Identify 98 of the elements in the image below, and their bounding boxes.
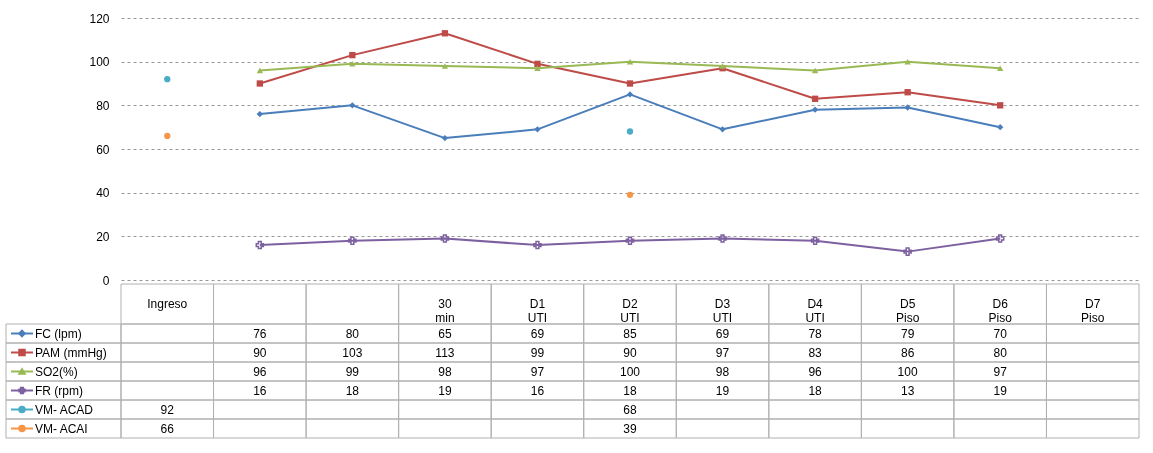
point <box>256 110 263 118</box>
data-label: 19 <box>993 383 1008 398</box>
y-tick-label: 0 <box>102 273 110 288</box>
data-label: 90 <box>253 345 267 360</box>
point <box>997 124 1004 131</box>
legend-label: VM- ACAI <box>35 421 88 436</box>
point <box>811 95 819 102</box>
point <box>349 51 356 59</box>
data-label: 98 <box>438 364 452 379</box>
point <box>997 102 1004 109</box>
legend-label: FR (rpm) <box>35 383 83 398</box>
data-label: 70 <box>993 326 1008 341</box>
point <box>995 234 1005 243</box>
point <box>349 61 356 67</box>
x-tick-label: D4 UTI <box>805 297 825 325</box>
data-label: 100 <box>897 364 918 379</box>
data-label: 86 <box>900 345 915 360</box>
point <box>904 104 911 111</box>
data-label: 80 <box>345 326 360 341</box>
y-tick-label: 80 <box>96 98 110 113</box>
data-label: 90 <box>623 345 637 360</box>
data-label: 18 <box>808 383 823 398</box>
data-label: 69 <box>530 326 545 341</box>
x-tick-label: D3 UTI <box>712 297 733 325</box>
point <box>441 30 449 37</box>
x-tick-label: Ingreso <box>147 297 188 311</box>
point <box>441 134 449 142</box>
point <box>997 65 1004 71</box>
point <box>534 65 541 71</box>
point <box>348 236 357 245</box>
data-label: 100 <box>619 364 641 379</box>
x-tick-label: D6 Piso <box>988 297 1013 325</box>
point <box>441 63 449 69</box>
point <box>164 75 171 83</box>
point <box>533 240 542 250</box>
point <box>811 106 819 113</box>
point <box>626 128 634 135</box>
y-tick-label: 40 <box>96 186 110 201</box>
data-label: 16 <box>530 383 545 398</box>
legend-label: FC (lpm) <box>35 326 82 341</box>
y-tick-label: 20 <box>96 229 110 244</box>
x-tick-label: D1 UTI <box>527 297 548 325</box>
data-label: 103 <box>342 345 363 360</box>
point <box>256 67 263 74</box>
data-label: 79 <box>900 326 915 341</box>
point <box>810 236 820 245</box>
data-label: 78 <box>808 326 823 341</box>
point <box>534 126 541 133</box>
point <box>440 234 450 243</box>
point <box>626 91 634 98</box>
data-label: 65 <box>438 326 452 341</box>
point <box>349 102 356 109</box>
data-label: 66 <box>160 421 175 436</box>
point <box>718 234 727 243</box>
legend-label: VM- ACAD <box>35 402 94 417</box>
data-label: 97 <box>993 364 1008 379</box>
data-label: 80 <box>993 345 1008 360</box>
point <box>534 60 541 68</box>
point <box>255 240 265 250</box>
legend-label: PAM (mmHg) <box>35 345 107 360</box>
x-tick-label: D7 Piso <box>1081 297 1105 325</box>
x-tick-label: 30 min <box>435 297 455 325</box>
data-label: 98 <box>715 364 730 379</box>
data-label: 18 <box>345 383 360 398</box>
data-label: 113 <box>435 345 455 360</box>
data-label: 97 <box>530 364 545 379</box>
point <box>903 247 912 256</box>
data-label: 39 <box>623 421 637 436</box>
legend-label: SO2(%) <box>35 364 78 379</box>
point <box>626 191 634 199</box>
point <box>626 80 634 87</box>
point <box>164 132 171 140</box>
x-tick-label: D5 Piso <box>895 297 920 325</box>
data-label: 19 <box>715 383 730 398</box>
data-label: 96 <box>808 364 823 379</box>
data-label: 76 <box>253 326 267 341</box>
x-tick-label: D2 UTI <box>620 297 640 325</box>
point <box>811 67 819 74</box>
y-tick-label: 120 <box>89 11 110 26</box>
y-tick-label: 100 <box>89 55 110 70</box>
point <box>719 126 726 133</box>
data-label: 85 <box>623 326 637 341</box>
y-tick-label: 60 <box>96 142 110 157</box>
data-label: 19 <box>438 383 452 398</box>
data-label: 97 <box>715 345 730 360</box>
data-label: 99 <box>530 345 545 360</box>
data-label: 92 <box>160 402 175 417</box>
data-label: 18 <box>623 383 637 398</box>
point <box>904 89 911 96</box>
data-label: 83 <box>808 345 823 360</box>
point <box>625 236 635 245</box>
data-label: 69 <box>715 326 730 341</box>
data-label: 16 <box>253 383 267 398</box>
data-label: 99 <box>345 364 360 379</box>
data-label: 68 <box>623 402 637 417</box>
data-label: 13 <box>900 383 915 398</box>
point <box>256 80 263 87</box>
data-label: 96 <box>253 364 267 379</box>
